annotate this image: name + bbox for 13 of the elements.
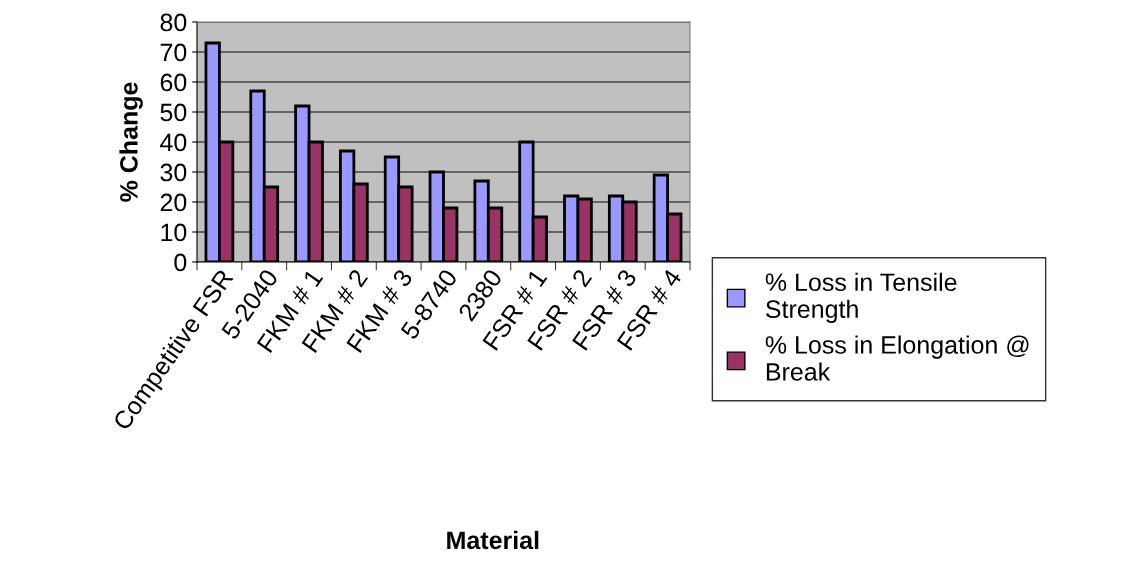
y-axis-title: % Change — [119, 82, 143, 202]
y-tick-label: 80 — [160, 13, 187, 32]
y-tick-label: 10 — [161, 223, 187, 242]
legend-label: % Loss in Tensile Strength — [765, 272, 957, 323]
y-tick-label: 30 — [160, 163, 187, 182]
x-axis-title: Material — [447, 530, 539, 550]
y-tick-label: 40 — [160, 133, 187, 152]
y-tick-label: 0 — [174, 253, 187, 272]
y-tick-label: 60 — [160, 73, 187, 92]
y-tick-label: 20 — [160, 193, 187, 212]
y-tick-label: 50 — [160, 103, 187, 122]
y-tick-label: 70 — [160, 43, 187, 62]
legend-label: % Loss in Elongation @ Break — [765, 335, 1029, 381]
